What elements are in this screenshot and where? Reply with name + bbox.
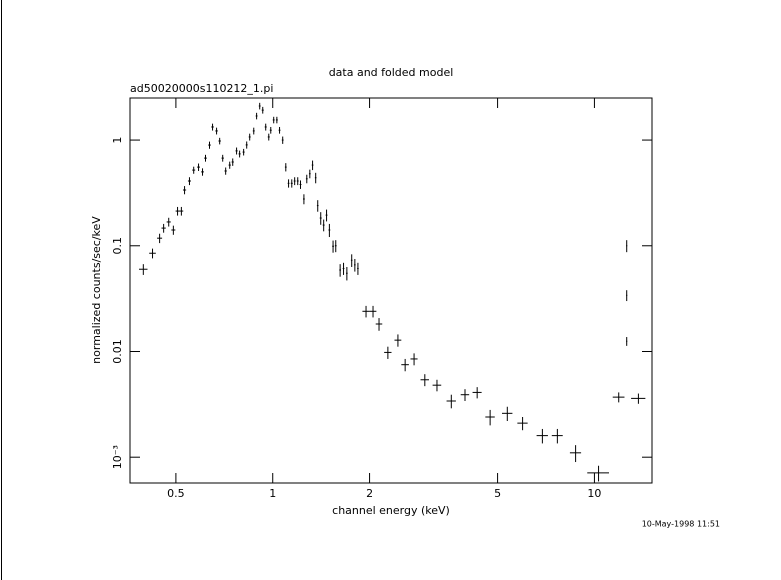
timestamp: 10-May-1998 11:51 <box>642 520 720 529</box>
y-tick-label: 10⁻³ <box>111 445 124 469</box>
x-tick-label: 1 <box>269 487 276 500</box>
x-tick-label: 5 <box>494 487 501 500</box>
x-tick-label: 2 <box>366 487 373 500</box>
plot-frame <box>129 97 653 484</box>
y-tick-label: 0.1 <box>111 237 124 255</box>
y-axis-label: normalized counts/sec/keV <box>90 216 103 364</box>
y-tick-label: 1 <box>111 137 124 144</box>
chart-subtitle: ad50020000s110212_1.pi <box>130 82 273 95</box>
x-tick-label: 0.5 <box>167 487 185 500</box>
y-tick-label: 0.01 <box>111 339 124 364</box>
x-axis-label: channel energy (keV) <box>332 504 450 517</box>
x-tick-label: 10 <box>587 487 601 500</box>
chart-title: data and folded model <box>329 66 454 79</box>
